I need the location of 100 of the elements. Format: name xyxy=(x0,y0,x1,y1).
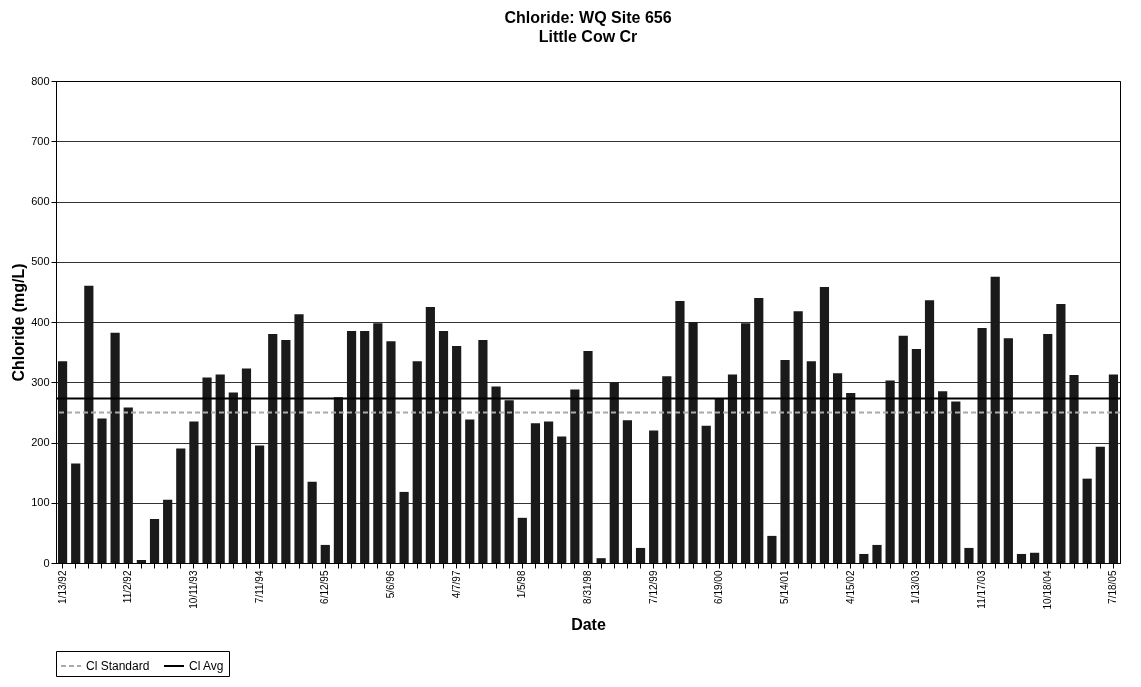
bar xyxy=(386,341,396,563)
bar xyxy=(110,332,120,563)
bar xyxy=(622,420,632,563)
x-tick-label: 7/11/94 xyxy=(253,570,265,604)
bar xyxy=(754,297,764,563)
bar xyxy=(123,407,133,563)
bar xyxy=(924,300,935,563)
x-tick-label: 8/31/98 xyxy=(582,570,593,604)
bar xyxy=(360,331,370,563)
bar xyxy=(1030,552,1040,563)
x-tick-label: 5/14/01 xyxy=(779,570,791,604)
bar xyxy=(373,323,383,563)
x-tick-label: 6/12/95 xyxy=(319,570,331,604)
y-tick-label: 100 xyxy=(31,496,50,509)
chart-subtitle: Little Cow Cr xyxy=(538,28,638,45)
bar xyxy=(727,374,738,563)
x-tick-label: 1/13/03 xyxy=(910,570,922,604)
x-tick-label: 4/7/97 xyxy=(450,570,462,599)
bar xyxy=(97,418,107,563)
bar xyxy=(662,376,672,563)
y-tick-label: 200 xyxy=(31,436,50,448)
bar xyxy=(478,340,488,563)
x-tick-label: 5/6/96 xyxy=(384,570,396,599)
bar xyxy=(846,393,856,563)
bar xyxy=(990,276,1000,563)
bar xyxy=(570,389,580,563)
bar xyxy=(281,340,291,563)
bar xyxy=(71,463,81,563)
y-tick-label: 400 xyxy=(31,315,50,328)
bar xyxy=(215,374,225,563)
bar xyxy=(1003,338,1013,563)
bar xyxy=(1069,375,1079,563)
bar xyxy=(333,397,344,563)
bar xyxy=(635,547,646,563)
x-tick-label: 11/2/92 xyxy=(122,570,134,604)
bar xyxy=(793,311,803,563)
bar xyxy=(452,346,462,563)
bar xyxy=(885,380,895,563)
bar xyxy=(517,517,527,563)
bar xyxy=(241,368,252,563)
bar xyxy=(320,544,330,563)
bar xyxy=(491,386,501,563)
bar xyxy=(530,423,541,563)
bar xyxy=(675,300,685,563)
bar xyxy=(859,553,869,563)
x-tick-label: 1/5/98 xyxy=(516,570,528,599)
x-tick-label: 6/19/00 xyxy=(713,570,725,604)
bar xyxy=(872,544,882,563)
bar xyxy=(176,448,186,563)
bar xyxy=(1016,553,1027,563)
bar xyxy=(832,373,843,563)
y-tick-label: 0 xyxy=(43,556,50,569)
bar xyxy=(399,491,409,563)
bar xyxy=(911,349,921,563)
x-axis-title: Date xyxy=(571,616,606,634)
bar xyxy=(649,430,659,563)
bar xyxy=(438,331,449,563)
y-tick-label: 800 xyxy=(31,74,50,87)
bar xyxy=(136,559,146,563)
bar xyxy=(228,392,238,563)
bar xyxy=(465,419,475,563)
bar xyxy=(977,328,987,563)
bar xyxy=(596,558,606,563)
bar xyxy=(307,481,317,563)
x-tick-label: 7/12/99 xyxy=(647,570,659,604)
bar xyxy=(149,519,160,563)
x-tick-label: 11/17/03 xyxy=(976,570,988,609)
bar xyxy=(806,361,816,563)
y-axis-title: Chloride (mg/L) xyxy=(10,263,28,382)
bar xyxy=(741,323,751,563)
y-tick-label: 300 xyxy=(31,375,50,388)
x-tick-label: 10/11/93 xyxy=(187,570,199,609)
bar xyxy=(412,361,422,563)
x-tick-label: 10/18/04 xyxy=(1041,570,1053,610)
bar xyxy=(346,331,357,563)
y-tick-label: 600 xyxy=(31,195,50,207)
x-tick-label: 1/13/92 xyxy=(56,570,68,604)
bar xyxy=(583,350,593,563)
bar xyxy=(767,535,777,563)
bar xyxy=(1082,478,1092,563)
y-tick-label: 500 xyxy=(31,255,50,268)
bar xyxy=(425,306,435,563)
bar xyxy=(714,399,724,563)
bar xyxy=(780,359,790,563)
bar xyxy=(544,421,554,563)
bar xyxy=(202,377,212,563)
bar xyxy=(938,391,948,563)
bar xyxy=(255,445,265,563)
bar xyxy=(294,314,304,563)
bar xyxy=(1043,334,1053,563)
bar xyxy=(688,322,698,563)
bar xyxy=(701,425,711,563)
legend-label: Cl Standard xyxy=(86,659,150,673)
bar xyxy=(189,421,199,563)
bar xyxy=(898,335,908,563)
bar xyxy=(504,400,514,563)
bar xyxy=(1056,303,1066,563)
bar xyxy=(609,382,619,563)
bar xyxy=(163,499,173,563)
bar xyxy=(819,287,830,563)
